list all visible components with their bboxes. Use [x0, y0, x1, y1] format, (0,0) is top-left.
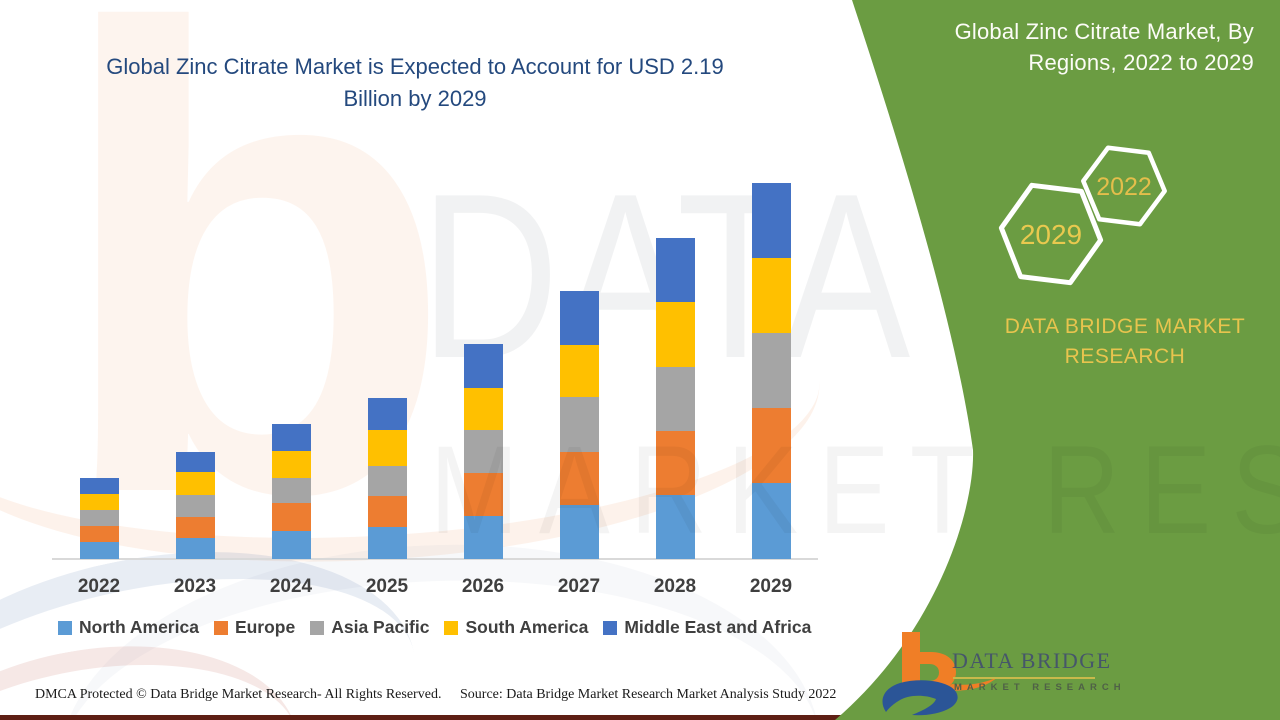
- bar-segment-south-america-2027: [559, 345, 599, 398]
- bar-segment-middle-east-and-africa-2027: [559, 290, 599, 346]
- bar-segment-south-america-2023: [175, 472, 215, 495]
- side-panel-title-line2: Regions, 2022 to 2029: [1028, 50, 1254, 75]
- stacked-bar-chart: 2022 2023 2024 2025 2026 2027 2028 2029: [52, 182, 818, 597]
- legend-swatch-icon: [310, 620, 325, 635]
- bar-segment-north-america-2028: [655, 494, 695, 559]
- x-axis-label-2023: 2023: [173, 576, 217, 597]
- bar-segment-north-america-2023: [175, 538, 215, 559]
- legend-label: Middle East and Africa: [624, 617, 812, 637]
- side-panel-title: Global Zinc Citrate Market, By Regions, …: [834, 16, 1254, 78]
- bar-segment-north-america-2026: [463, 515, 503, 559]
- legend-swatch-icon: [58, 620, 72, 635]
- bar-segment-middle-east-and-africa-2028: [655, 237, 695, 302]
- bar-segment-north-america-2024: [271, 531, 311, 559]
- legend-label: Europe: [234, 617, 296, 637]
- logo-title: DATA BRIDGE: [952, 648, 1112, 673]
- bottom-accent-strip: [0, 715, 1280, 720]
- bar-segment-europe-2028: [655, 430, 695, 495]
- stacked-bar-2024: [271, 423, 311, 559]
- x-axis-label-2025: 2025: [365, 576, 409, 597]
- stacked-bar-2023: [175, 451, 215, 559]
- data-bridge-logo: DATA BRIDGE MARKET RESEARCH: [876, 626, 1276, 716]
- bar-segment-asia-pacific-2029: [751, 332, 791, 409]
- legend-label: Asia Pacific: [331, 617, 430, 637]
- legend-item-europe: Europe: [213, 617, 296, 638]
- bar-segment-europe-2023: [175, 517, 215, 539]
- bar-segment-asia-pacific-2027: [559, 397, 599, 453]
- stacked-bar-2027: [559, 290, 599, 559]
- chart-title-line2: Billion by 2029: [343, 86, 487, 111]
- stacked-bar-2029: [751, 182, 791, 559]
- bar-segment-south-america-2026: [463, 388, 503, 431]
- bar-segment-europe-2027: [559, 452, 599, 505]
- footer-dmca-text: DMCA Protected © Data Bridge Market Rese…: [35, 687, 442, 702]
- stacked-bar-2022: [79, 477, 119, 559]
- bar-segment-middle-east-and-africa-2022: [79, 477, 119, 495]
- stacked-bar-2028: [655, 237, 695, 559]
- bar-segment-europe-2022: [79, 526, 119, 543]
- side-panel-brand-line2: RESEARCH: [1064, 345, 1186, 368]
- side-panel-brand-text: DATA BRIDGE MARKET RESEARCH: [1000, 312, 1250, 372]
- x-axis-label-2029: 2029: [749, 576, 793, 597]
- legend-item-asia-pacific: Asia Pacific: [310, 617, 429, 638]
- x-axis-label-2024: 2024: [269, 576, 313, 597]
- bar-segment-asia-pacific-2022: [79, 510, 119, 527]
- bar-segment-europe-2024: [271, 503, 311, 532]
- logo-subtitle: MARKET RESEARCH: [954, 682, 1126, 693]
- bar-segment-south-america-2029: [751, 257, 791, 333]
- bar-segment-asia-pacific-2024: [271, 477, 311, 504]
- bar-segment-south-america-2028: [655, 301, 695, 367]
- hexagon-2022-label: 2022: [1096, 173, 1152, 201]
- legend-label: South America: [465, 617, 589, 637]
- year-hexagons: 2029 2022: [998, 145, 1167, 286]
- bar-segment-south-america-2022: [79, 494, 119, 511]
- bar-segment-north-america-2025: [367, 527, 407, 559]
- bar-segment-asia-pacific-2028: [655, 366, 695, 431]
- chart-legend: North America Europe Asia Pacific South Ame…: [58, 617, 848, 638]
- bar-segment-middle-east-and-africa-2024: [271, 423, 311, 452]
- x-axis-label-2022: 2022: [77, 576, 121, 597]
- bar-segment-north-america-2022: [79, 542, 119, 559]
- x-axis-label-2028: 2028: [653, 576, 697, 597]
- chart-title-line1: Global Zinc Citrate Market is Expected t…: [106, 54, 724, 79]
- bar-segment-middle-east-and-africa-2026: [463, 343, 503, 389]
- legend-swatch-icon: [444, 620, 459, 635]
- x-axis-line: [52, 558, 818, 560]
- bar-segment-north-america-2029: [751, 483, 791, 559]
- logo-underline: [953, 677, 1095, 679]
- x-axis-label-2027: 2027: [557, 576, 601, 597]
- legend-swatch-icon: [603, 620, 618, 635]
- bar-segment-north-america-2027: [559, 504, 599, 559]
- bar-segment-south-america-2024: [271, 451, 311, 478]
- bar-segment-middle-east-and-africa-2029: [751, 182, 791, 258]
- bar-segment-asia-pacific-2026: [463, 430, 503, 474]
- bar-segment-asia-pacific-2023: [175, 494, 215, 518]
- bar-segment-middle-east-and-africa-2023: [175, 451, 215, 473]
- bar-segment-south-america-2025: [367, 430, 407, 466]
- bar-segment-asia-pacific-2025: [367, 465, 407, 496]
- bar-segment-europe-2029: [751, 408, 791, 484]
- legend-item-north-america: North America: [58, 617, 199, 638]
- legend-item-south-america: South America: [444, 617, 588, 638]
- chart-title: Global Zinc Citrate Market is Expected t…: [55, 51, 775, 115]
- legend-swatch-icon: [213, 620, 228, 635]
- side-panel-brand-line1: DATA BRIDGE MARKET: [1004, 315, 1246, 338]
- x-axis-label-2026: 2026: [461, 576, 505, 597]
- footer-source-text: Source: Data Bridge Market Research Mark…: [460, 687, 837, 702]
- legend-label: North America: [79, 617, 199, 637]
- hexagon-2029-label: 2029: [1020, 219, 1082, 250]
- legend-item-middle-east-and-africa: Middle East and Africa: [603, 617, 811, 638]
- bar-segment-europe-2026: [463, 473, 503, 516]
- side-panel-title-line1: Global Zinc Citrate Market, By: [954, 19, 1254, 44]
- stacked-bar-2026: [463, 343, 503, 559]
- bar-segment-europe-2025: [367, 495, 407, 528]
- stacked-bar-2025: [367, 398, 407, 559]
- bar-segment-middle-east-and-africa-2025: [367, 398, 407, 431]
